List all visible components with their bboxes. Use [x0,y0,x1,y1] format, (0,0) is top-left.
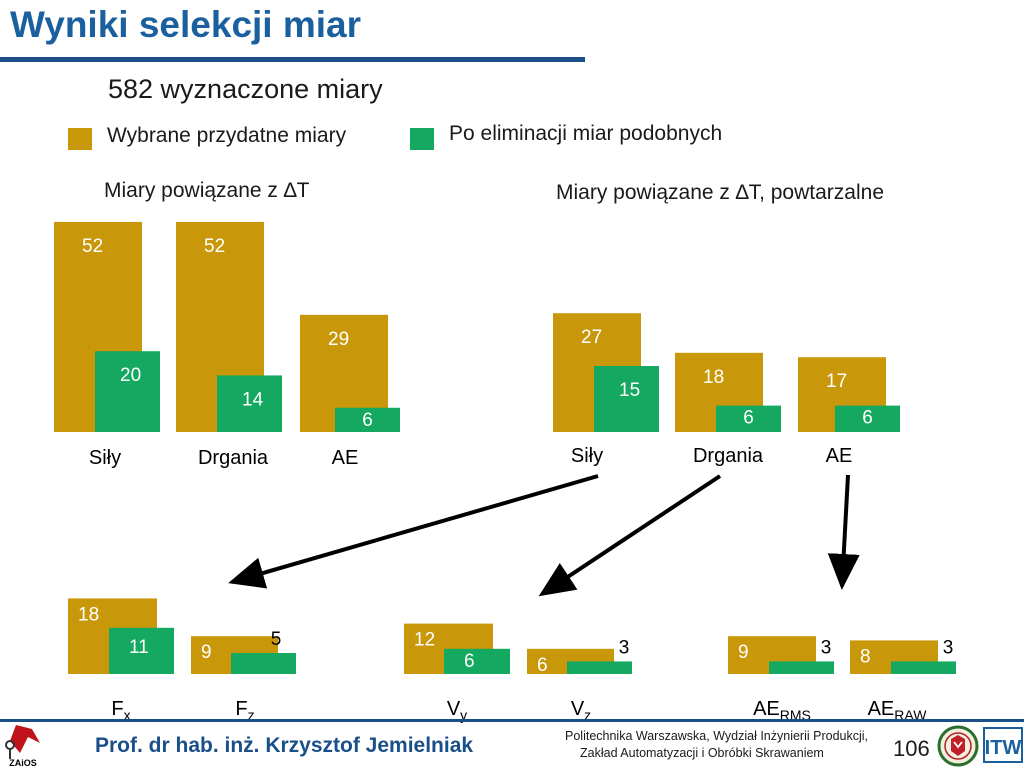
value-label-selected-2: 12 [414,630,435,651]
value-label-eliminated-2: 6 [362,410,373,431]
footer-rule [0,719,1024,722]
category-label-3: Vz [571,698,591,723]
value-label-eliminated-1: 14 [242,389,264,410]
legend-label-selected: Wybrane przydatne miary [107,124,347,147]
category-label-1: Fz [235,698,254,723]
category-label-1: Drgania [198,447,269,469]
value-label-eliminated-2: 6 [464,651,475,672]
category-label-0: Fx [111,698,130,723]
footer-institution-line2: Zakład Automatyzacji i Obróbki Skrawanie… [580,746,824,760]
chart-title-delta-t: Miary powiązane z ∆T [104,179,310,202]
value-label-eliminated-0: 20 [120,365,141,386]
value-label-eliminated-0: 15 [619,380,640,401]
category-label-0: Siły [571,445,603,467]
svg-text:ZAiOS: ZAiOS [9,758,37,768]
value-label-eliminated-1: 6 [743,408,754,429]
legend-label-eliminated: Po eliminacji miar podobnych [449,122,723,145]
chart-delta-t: 52 20 Siły 52 14 Drgania 29 6AE [54,221,400,469]
bar-eliminated-1 [716,405,781,432]
bar-eliminated-1 [231,653,296,674]
subtitle: 582 wyznaczone miary [108,74,383,104]
bar-eliminated-0 [594,366,659,432]
chart-title-delta-t-repeatable: Miary powiązane z ∆T, powtarzalne [556,181,884,204]
legend-swatch-eliminated [410,128,434,150]
bar-eliminated-2 [835,405,900,432]
bar-eliminated-4 [769,661,834,674]
value-label-eliminated-4: 3 [821,637,832,658]
category-label-1: Drgania [693,445,764,467]
value-label-eliminated-3: 3 [619,637,630,658]
zaios-logo: ZAiOS [5,725,40,768]
page-number: 106 [893,736,930,761]
arrow-drgania [538,474,722,597]
value-label-selected-2: 17 [826,371,847,392]
category-label-2: AE [332,447,359,469]
value-label-eliminated-0: 11 [129,637,149,658]
chart-delta-t-repeatable: 27 15 Siły 18 6 Drgania 17 6 AE [553,313,900,467]
value-label-selected-1: 9 [201,642,212,663]
value-label-selected-0: 52 [82,236,103,257]
footer-author: Prof. dr hab. inż. Krzysztof Jemielniak [95,734,474,757]
bar-eliminated-5 [891,661,956,674]
arrow-sily [228,474,599,589]
itw-logo: ITW [983,727,1023,763]
value-label-selected-3: 6 [537,655,548,676]
category-label-0: Siły [89,447,121,469]
footer-institution-line1: Politechnika Warszawska, Wydział Inżynie… [565,729,868,743]
bar-eliminated-1 [217,375,282,432]
arrows [228,474,860,597]
bar-eliminated-2 [444,648,510,674]
value-label-selected-4: 9 [738,642,749,663]
arrow-ae [827,474,860,590]
title-underline [0,57,585,62]
bar-eliminated-3 [567,661,632,674]
legend-swatch-selected [68,128,92,150]
value-label-selected-1: 18 [703,367,724,388]
value-label-selected-2: 29 [328,329,349,350]
value-label-selected-5: 8 [860,646,871,667]
value-label-eliminated-5: 3 [943,637,954,658]
bar-eliminated-2 [335,407,400,432]
value-label-eliminated-1: 5 [271,629,282,650]
page-title: Wyniki selekcji miar [10,4,362,45]
category-label-2: AE [826,445,853,467]
svg-text:ITW: ITW [985,737,1022,759]
category-label-2: Vy [447,698,467,723]
value-label-selected-0: 18 [78,604,99,625]
value-label-eliminated-2: 6 [862,408,873,429]
bar-eliminated-0 [109,627,174,674]
bar-eliminated-0 [95,351,160,432]
university-emblem-icon [937,725,979,767]
value-label-selected-0: 27 [581,327,602,348]
value-label-selected-1: 52 [204,236,225,257]
